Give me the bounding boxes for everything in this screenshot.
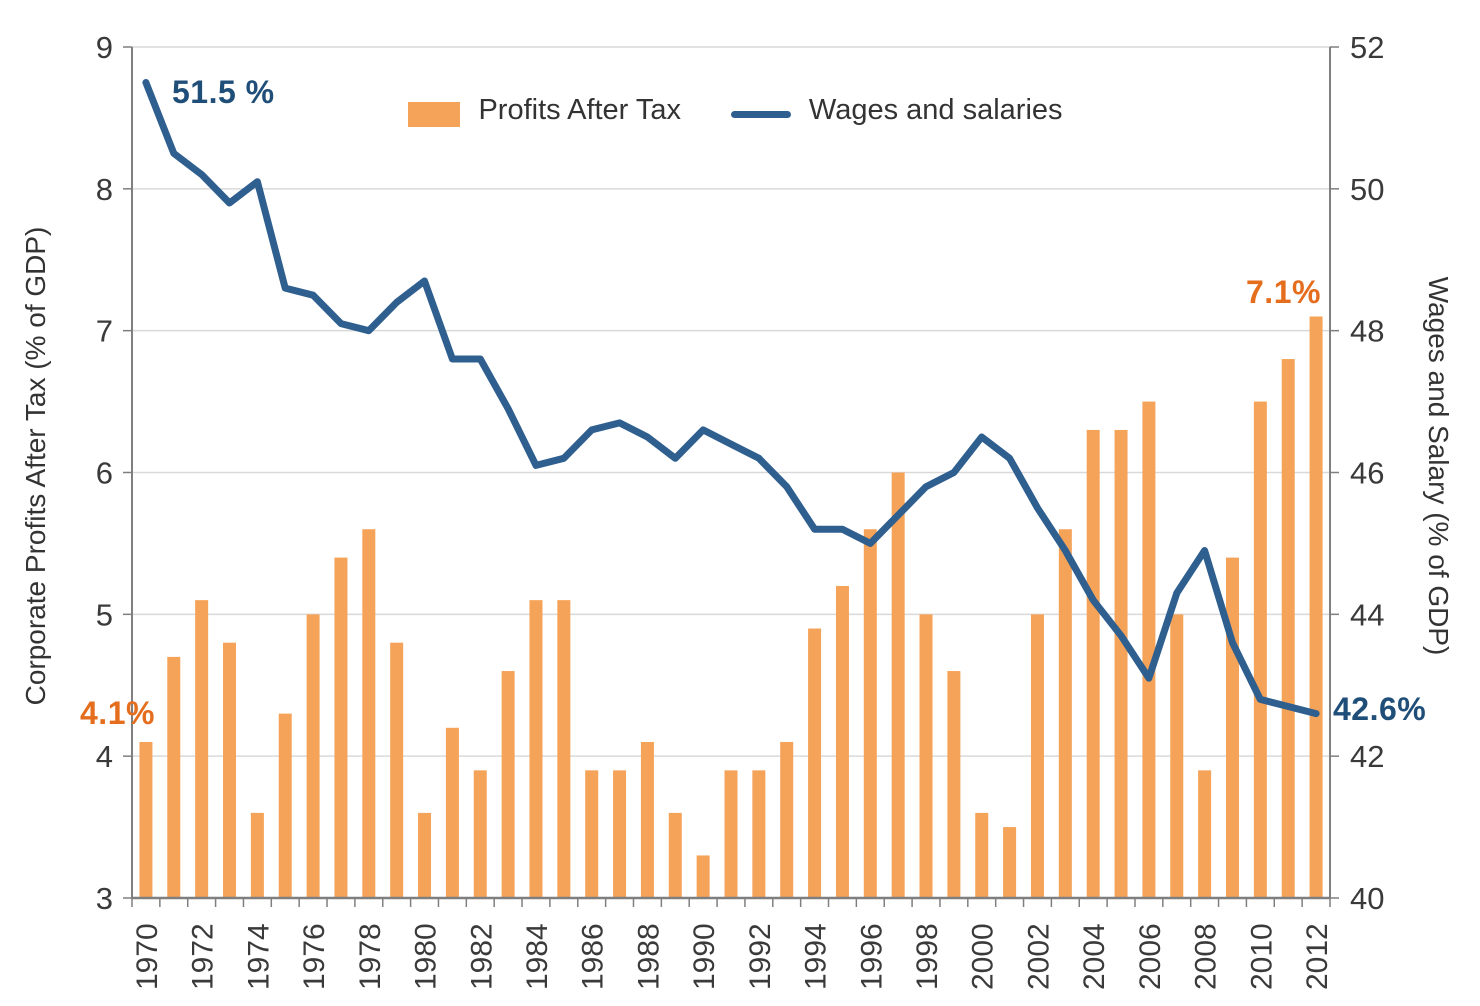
bar-1992 (752, 770, 766, 898)
bar-1975 (278, 713, 292, 898)
bar-1985 (557, 600, 571, 898)
x-tick-1972: 1972 (187, 923, 220, 990)
bar-1978 (362, 529, 376, 898)
axis-ticks (123, 46, 1339, 907)
bar-1989 (668, 812, 682, 898)
bar-2003 (1058, 529, 1072, 898)
annotation-line-start: 51.5 % (172, 74, 275, 110)
x-tick-1978: 1978 (354, 923, 387, 990)
left-tick-9: 9 (96, 30, 113, 65)
legend: Profits After Tax Wages and salaries (408, 94, 1063, 128)
bar-2000 (975, 812, 989, 898)
x-tick-1980: 1980 (410, 923, 443, 990)
bar-1994 (808, 628, 822, 898)
bar-1988 (640, 741, 654, 898)
x-tick-1990: 1990 (688, 923, 721, 990)
bar-2002 (1030, 614, 1044, 898)
left-tick-3: 3 (96, 881, 113, 916)
bar-1998 (919, 614, 933, 898)
x-tick-2004: 2004 (1078, 923, 1111, 990)
x-tick-2010: 2010 (1245, 923, 1278, 990)
x-tick-1970: 1970 (131, 923, 164, 990)
bar-1982 (473, 770, 487, 898)
bar-1999 (947, 671, 961, 898)
right-tick-44: 44 (1350, 597, 1384, 632)
right-tick-52: 52 (1350, 30, 1384, 65)
bar-1993 (780, 741, 794, 898)
left-tick-7: 7 (96, 314, 113, 349)
x-tick-1994: 1994 (800, 923, 833, 990)
x-tick-1988: 1988 (632, 923, 665, 990)
bar-2001 (1003, 827, 1017, 898)
bar-1983 (501, 671, 515, 898)
bar-2009 (1225, 557, 1239, 898)
bars-profits-after-tax (139, 316, 1323, 898)
x-tick-1976: 1976 (298, 923, 331, 990)
left-tick-6: 6 (96, 456, 113, 491)
left-tick-8: 8 (96, 172, 113, 207)
bar-1990 (696, 855, 710, 898)
left-tick-4: 4 (96, 739, 113, 774)
bar-2012 (1309, 316, 1323, 898)
x-tick-2012: 2012 (1301, 923, 1334, 990)
right-tick-42: 42 (1350, 739, 1384, 774)
right-tick-50: 50 (1350, 172, 1384, 207)
bar-2006 (1142, 401, 1156, 898)
bar-1976 (306, 614, 320, 898)
x-tick-1998: 1998 (911, 923, 944, 990)
right-tick-labels: 40 42 44 46 48 50 52 (1350, 30, 1384, 916)
bar-1996 (863, 529, 877, 898)
left-axis-title: Corporate Profits After Tax (% of GDP) (20, 226, 51, 706)
bar-1971 (167, 656, 181, 898)
x-tick-1982: 1982 (465, 923, 498, 990)
legend-swatch-profits (408, 102, 460, 128)
x-tick-2002: 2002 (1023, 923, 1056, 990)
bar-1984 (529, 600, 543, 898)
x-tick-1992: 1992 (744, 923, 777, 990)
x-tick-2000: 2000 (967, 923, 1000, 990)
bar-2010 (1253, 401, 1267, 898)
left-tick-labels: 3 4 5 6 7 8 9 (96, 30, 113, 916)
bar-2008 (1198, 770, 1212, 898)
bar-1997 (891, 472, 905, 898)
bar-2005 (1114, 429, 1128, 898)
bar-1973 (223, 642, 237, 898)
x-tick-1974: 1974 (242, 923, 275, 990)
bar-1987 (613, 770, 627, 898)
bar-1980 (418, 812, 432, 898)
gridlines (132, 46, 1330, 757)
bar-1972 (195, 600, 209, 898)
x-tick-2008: 2008 (1190, 923, 1223, 990)
x-tick-1996: 1996 (855, 923, 888, 990)
bar-1995 (835, 585, 849, 898)
x-tick-1984: 1984 (521, 923, 554, 990)
right-tick-46: 46 (1350, 456, 1384, 491)
bar-1970 (139, 741, 153, 898)
bar-1977 (334, 557, 348, 898)
wages-and-salaries-line (142, 79, 1320, 718)
legend-label-wages: Wages and salaries (808, 94, 1063, 126)
bar-2011 (1281, 359, 1295, 898)
bar-1981 (445, 727, 459, 898)
bar-1974 (250, 812, 264, 898)
annotation-last-bar: 7.1% (1246, 274, 1321, 310)
x-tick-labels: 1970 1972 1974 1976 1978 1980 1982 1984 1986 1988… (131, 923, 1334, 990)
bar-1979 (390, 642, 404, 898)
x-tick-2006: 2006 (1134, 923, 1167, 990)
right-tick-48: 48 (1350, 314, 1384, 349)
x-tick-1986: 1986 (577, 923, 610, 990)
annotation-line-end: 42.6% (1333, 691, 1427, 727)
bar-1991 (724, 770, 738, 898)
bar-1986 (585, 770, 599, 898)
right-axis-title: Wages and Salary (% of GDP) (1423, 276, 1454, 656)
legend-line-wages (731, 111, 792, 119)
left-tick-5: 5 (96, 597, 113, 632)
annotation-first-bar: 4.1% (80, 695, 155, 731)
legend-label-profits: Profits After Tax (478, 94, 681, 126)
bar-2007 (1170, 614, 1184, 898)
right-tick-40: 40 (1350, 881, 1384, 916)
bar-2004 (1086, 429, 1100, 898)
